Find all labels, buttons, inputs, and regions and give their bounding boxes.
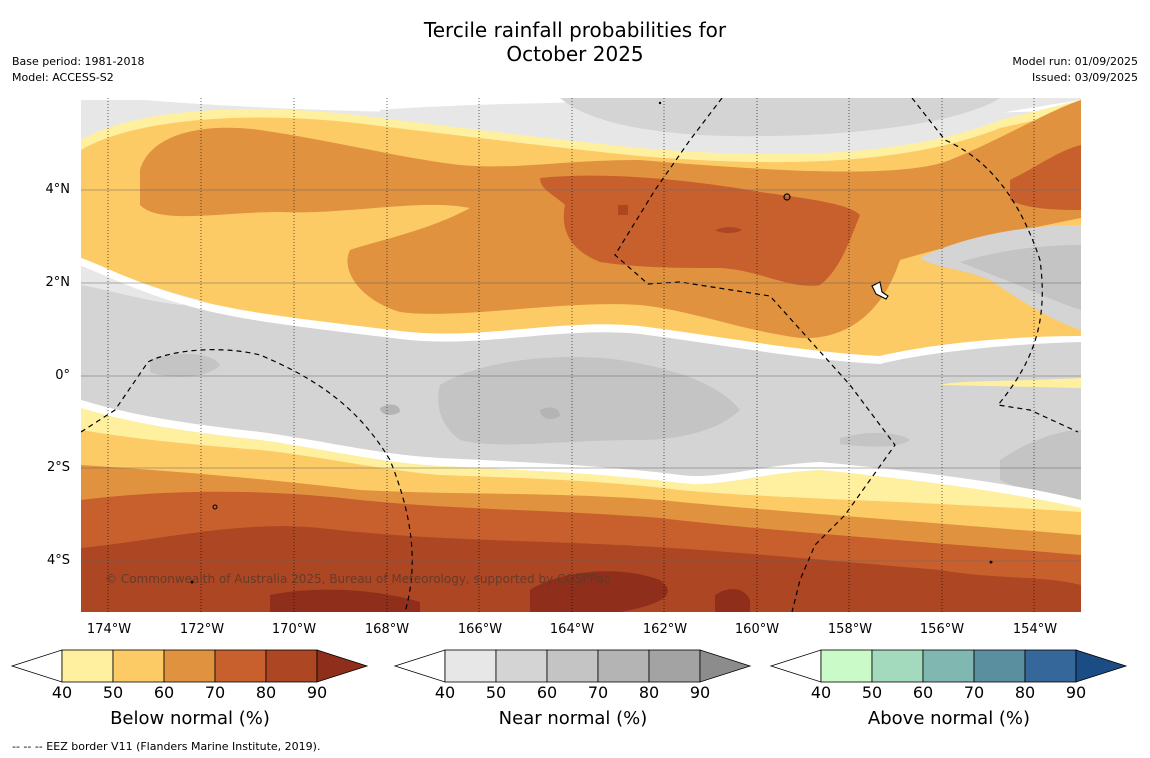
- colorbar-segment: [265, 649, 318, 683]
- colorbar-tick-label: 70: [963, 683, 985, 702]
- colorbar-tick-label: 60: [153, 683, 175, 702]
- colorbar-title-near: Near normal (%): [498, 708, 648, 729]
- lon-label-172w: 172°W: [179, 622, 225, 637]
- colorbar-segment: [546, 649, 599, 683]
- colorbar-below-normal-low-extend: [10, 649, 63, 683]
- lon-label-170w: 170°W: [271, 622, 317, 637]
- colorbar-tick-label: 50: [861, 683, 883, 702]
- lon-label-154w: 154°W: [1012, 622, 1058, 637]
- map-fill: [81, 98, 1081, 612]
- colorbar-tick-label: 40: [810, 683, 832, 702]
- colorbar-segment: [922, 649, 975, 683]
- copyright-notice: © Commonwealth of Australia 2025, Bureau…: [105, 572, 611, 586]
- colorbar-near-normal-low-extend: [393, 649, 446, 683]
- title-line-2: October 2025: [506, 42, 644, 66]
- map-title: Tercile rainfall probabilities for Octob…: [0, 18, 1150, 66]
- colorbar-above-normal: [769, 649, 1128, 683]
- colorbar-near-normal-high-extend: [699, 649, 752, 683]
- colorbar-segment: [61, 649, 114, 683]
- lon-label-174w: 174°W: [86, 622, 132, 637]
- colorbar-tick-label: 60: [912, 683, 934, 702]
- colorbar-segment: [973, 649, 1026, 683]
- colorbar-tick-label: 50: [102, 683, 124, 702]
- colorbar-tick-label: 40: [434, 683, 456, 702]
- lon-label-156w: 156°W: [919, 622, 965, 637]
- colorbar-above-normal-high-extend: [1075, 649, 1128, 683]
- map-gridlines: [81, 98, 1081, 612]
- lat-label-2n: 2°N: [45, 275, 71, 290]
- lon-label-162w: 162°W: [642, 622, 688, 637]
- colorbar-tick-label: 90: [1065, 683, 1087, 702]
- colorbar-segment: [112, 649, 165, 683]
- lat-label-4s: 4°S: [46, 553, 70, 568]
- model-run: Model run: 01/09/2025: [1012, 55, 1138, 68]
- base-period: Base period: 1981-2018: [12, 55, 145, 68]
- colorbar-tick-label: 70: [204, 683, 226, 702]
- colorbar-tick-label: 80: [255, 683, 277, 702]
- lat-label-0: 0°: [55, 368, 70, 383]
- colorbar-segment: [648, 649, 701, 683]
- lon-label-168w: 168°W: [364, 622, 410, 637]
- lat-label-2s: 2°S: [46, 460, 70, 475]
- colorbar-segment: [871, 649, 924, 683]
- issued-date: Issued: 03/09/2025: [1031, 71, 1138, 84]
- title-line-1: Tercile rainfall probabilities for: [423, 18, 727, 42]
- colorbar-above-normal-low-extend: [769, 649, 822, 683]
- colorbar-tick-label: 80: [1014, 683, 1036, 702]
- colorbar-segment: [495, 649, 548, 683]
- colorbar-title-below: Below normal (%): [110, 708, 270, 729]
- colorbar-segment: [444, 649, 497, 683]
- metadata-right: Model run: 01/09/2025 Issued: 03/09/2025: [1012, 54, 1138, 86]
- colorbar-tick-label: 90: [306, 683, 328, 702]
- colorbar-near-normal: [393, 649, 752, 683]
- colorbar-title-above: Above normal (%): [867, 708, 1031, 729]
- colorbar-tick-label: 70: [587, 683, 609, 702]
- colorbar-tick-label: 40: [51, 683, 73, 702]
- colorbar-tick-label: 90: [689, 683, 711, 702]
- lat-label-4n: 4°N: [45, 182, 71, 197]
- lon-label-160w: 160°W: [734, 622, 780, 637]
- colorbar-segment: [1024, 649, 1077, 683]
- colorbar-segment: [820, 649, 873, 683]
- lon-label-166w: 166°W: [457, 622, 503, 637]
- lon-label-164w: 164°W: [549, 622, 595, 637]
- colorbar-segment: [214, 649, 267, 683]
- model-name: Model: ACCESS-S2: [12, 71, 114, 84]
- colorbars: [10, 649, 1128, 683]
- colorbar-tick-label: 50: [485, 683, 507, 702]
- colorbar-tick-label: 80: [638, 683, 660, 702]
- lon-label-158w: 158°W: [827, 622, 873, 637]
- colorbar-segment: [163, 649, 216, 683]
- colorbar-below-normal: [10, 649, 369, 683]
- colorbar-tick-label: 60: [536, 683, 558, 702]
- colorbar-below-normal-high-extend: [316, 649, 369, 683]
- colorbar-segment: [597, 649, 650, 683]
- metadata-left: Base period: 1981-2018 Model: ACCESS-S2: [12, 54, 144, 86]
- eez-border-footnote: -- -- -- EEZ border V11 (Flanders Marine…: [12, 740, 321, 753]
